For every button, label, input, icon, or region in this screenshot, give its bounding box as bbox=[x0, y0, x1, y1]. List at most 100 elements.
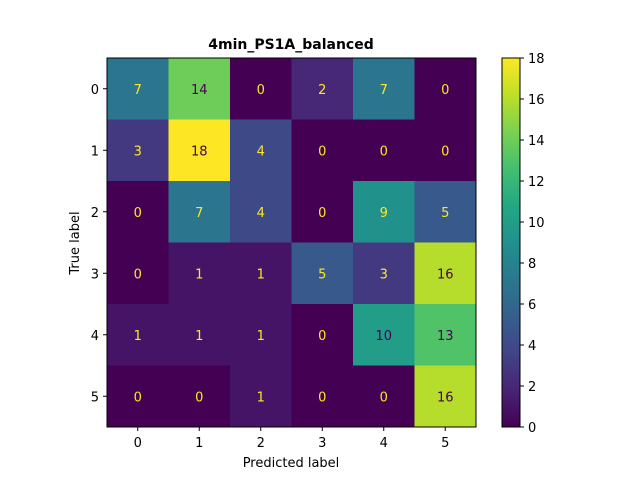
cell-value-label: 7 bbox=[134, 83, 142, 98]
heatmap-cell bbox=[291, 181, 354, 243]
cell-value-label: 0 bbox=[318, 144, 326, 159]
y-tick-label: 0 bbox=[91, 83, 99, 98]
cell-value-label: 0 bbox=[380, 144, 388, 159]
cell-value-label: 0 bbox=[195, 390, 203, 405]
heatmap-cell bbox=[353, 304, 415, 366]
colorbar-tick-label: 16 bbox=[528, 93, 545, 108]
heatmap-cell bbox=[414, 365, 477, 428]
heatmap-cell bbox=[107, 181, 169, 243]
heatmap-cell bbox=[107, 304, 169, 366]
cell-value-label: 3 bbox=[380, 267, 388, 282]
y-axis-label: True label bbox=[68, 211, 83, 275]
cell-value-label: 1 bbox=[134, 329, 142, 344]
heatmap-cell bbox=[230, 242, 292, 305]
heatmap-cell bbox=[291, 119, 354, 182]
heatmap-cell bbox=[353, 365, 415, 428]
cell-value-label: 2 bbox=[318, 83, 326, 98]
cell-value-label: 1 bbox=[257, 390, 265, 405]
heatmap-cell bbox=[230, 181, 292, 243]
x-tick-label: 3 bbox=[318, 436, 326, 451]
cell-value-label: 4 bbox=[257, 206, 265, 221]
colorbar-tick-label: 0 bbox=[528, 421, 536, 436]
colorbar-ticks: 0 2 4 6 8 10 12 14 16 18 bbox=[520, 52, 545, 436]
heatmap-cell bbox=[291, 58, 354, 120]
heatmap-cell bbox=[107, 119, 169, 182]
heatmap-cell bbox=[353, 242, 415, 305]
heatmap-cell bbox=[168, 365, 231, 428]
heatmap-cell bbox=[414, 181, 477, 243]
heatmap-cell bbox=[168, 58, 231, 120]
colorbar-tick-label: 8 bbox=[528, 257, 536, 272]
x-tick-label: 4 bbox=[380, 436, 388, 451]
plot-frame bbox=[106, 57, 477, 428]
cell-value-label: 5 bbox=[318, 267, 326, 282]
cell-value-label: 1 bbox=[195, 267, 203, 282]
cell-value-label: 7 bbox=[380, 83, 388, 98]
heatmap-cell bbox=[107, 58, 169, 120]
y-tick-label: 1 bbox=[91, 144, 99, 159]
cell-value-label: 0 bbox=[380, 390, 388, 405]
heatmap-cell bbox=[414, 58, 477, 120]
cell-value-label: 3 bbox=[134, 144, 142, 159]
chart-title: 4min_PS1A_balanced bbox=[208, 37, 374, 53]
cell-value-label: 18 bbox=[191, 144, 208, 159]
heatmap-cell bbox=[291, 304, 354, 366]
cell-value-label: 0 bbox=[318, 206, 326, 221]
cell-value-label: 16 bbox=[437, 267, 454, 282]
x-tick-label: 1 bbox=[195, 436, 203, 451]
x-tick-label: 2 bbox=[257, 436, 265, 451]
cell-value-label: 0 bbox=[257, 83, 265, 98]
heatmap-cell bbox=[107, 365, 169, 428]
cell-value-label: 0 bbox=[318, 390, 326, 405]
cell-value-label: 0 bbox=[134, 206, 142, 221]
heatmap-cell bbox=[291, 242, 354, 305]
heatmap-cell bbox=[230, 365, 292, 428]
heatmap-cell bbox=[230, 304, 292, 366]
heatmap-cell bbox=[414, 304, 477, 366]
cell-value-label: 1 bbox=[257, 267, 265, 282]
heatmap-cell bbox=[230, 119, 292, 182]
colorbar-tick-label: 10 bbox=[528, 216, 545, 231]
heatmap-cell bbox=[414, 242, 477, 305]
cell-value-label: 16 bbox=[437, 390, 454, 405]
heatmap-cell bbox=[168, 304, 231, 366]
x-tick-label: 5 bbox=[441, 436, 449, 451]
cell-value-labels: 7 14 0 2 7 03 18 4 0 0 00 7 4 0 9 50 1 1 5 3 161 1 1 0 10 130 0 1 0 0… bbox=[134, 83, 454, 406]
cell-value-label: 5 bbox=[441, 206, 449, 221]
heatmap-cell bbox=[291, 365, 354, 428]
heatmap-cell bbox=[353, 181, 415, 243]
cell-value-label: 9 bbox=[380, 206, 388, 221]
heatmap-cell bbox=[353, 58, 415, 120]
cell-value-label: 0 bbox=[441, 83, 449, 98]
cell-value-label: 1 bbox=[195, 329, 203, 344]
cell-value-label: 7 bbox=[195, 206, 203, 221]
cell-value-label: 0 bbox=[441, 144, 449, 159]
y-tick-label: 2 bbox=[91, 206, 99, 221]
y-axis-ticks: 0 1 2 3 4 5 bbox=[91, 83, 107, 405]
heatmap-cell bbox=[168, 181, 231, 243]
heatmap-cells bbox=[107, 58, 477, 428]
colorbar-tick-label: 2 bbox=[528, 380, 536, 395]
cell-value-label: 1 bbox=[257, 329, 265, 344]
heatmap-cell bbox=[230, 58, 292, 120]
cell-value-label: 13 bbox=[437, 329, 454, 344]
y-tick-label: 5 bbox=[91, 390, 99, 405]
x-axis-ticks: 0 1 2 3 4 5 bbox=[134, 427, 449, 451]
cell-value-label: 0 bbox=[318, 329, 326, 344]
y-tick-label: 3 bbox=[91, 267, 99, 282]
heatmap-cell bbox=[168, 119, 231, 182]
cell-value-label: 4 bbox=[257, 144, 265, 159]
cell-value-label: 14 bbox=[191, 83, 208, 98]
cell-value-label: 0 bbox=[134, 267, 142, 282]
heatmap-cell bbox=[353, 119, 415, 182]
y-tick-label: 4 bbox=[91, 329, 99, 344]
colorbar-tick-label: 6 bbox=[528, 298, 536, 313]
heatmap-cell bbox=[168, 242, 231, 305]
colorbar-tick-label: 14 bbox=[528, 134, 545, 149]
heatmap-cell bbox=[414, 119, 477, 182]
x-tick-label: 0 bbox=[134, 436, 142, 451]
cell-value-label: 10 bbox=[375, 329, 392, 344]
colorbar bbox=[501, 57, 521, 428]
colorbar-tick-label: 12 bbox=[528, 175, 545, 190]
